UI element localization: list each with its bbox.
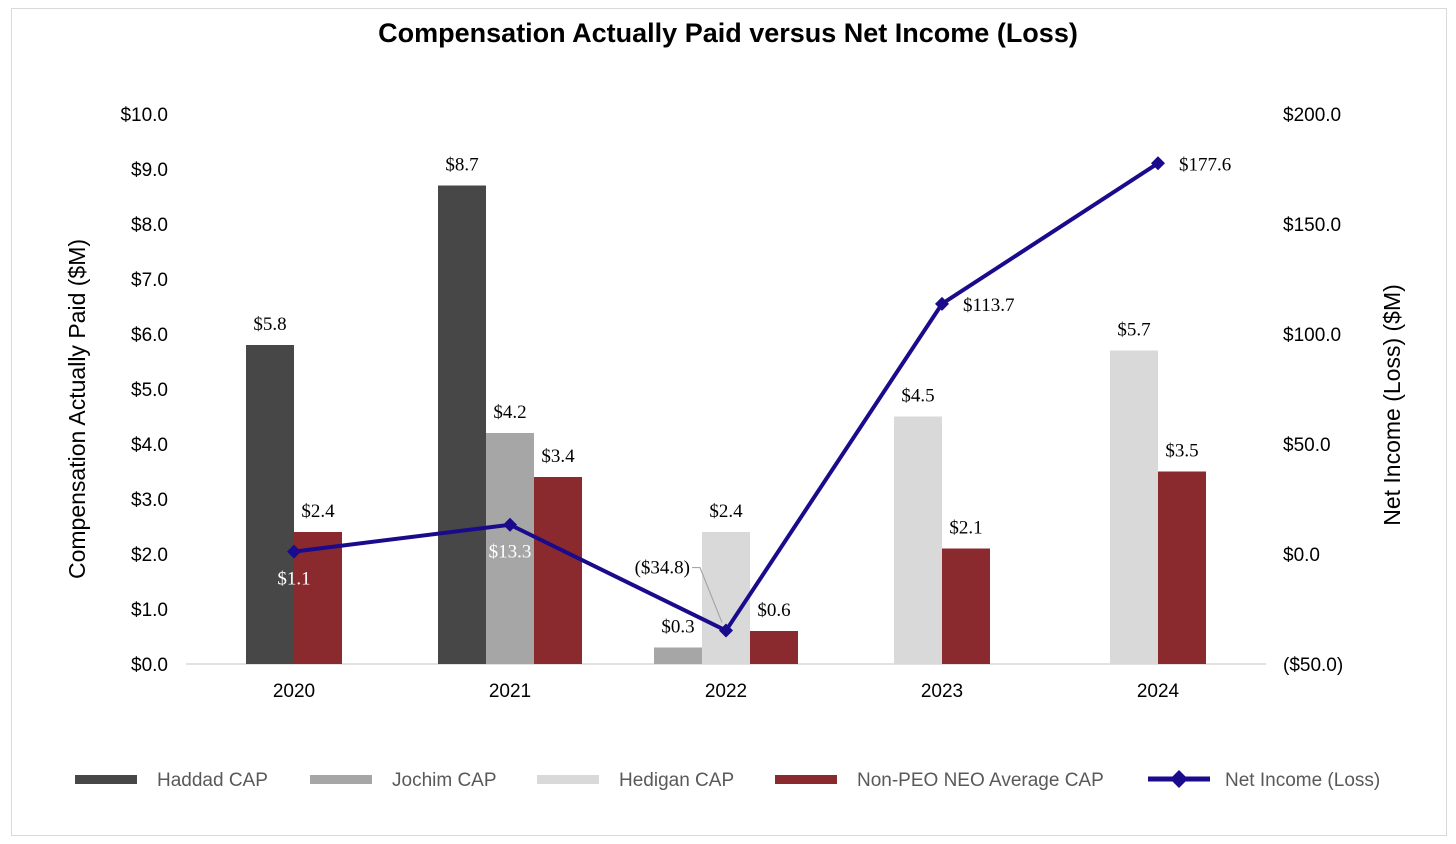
bar-value-label: $4.5 bbox=[901, 386, 934, 407]
legend-swatch-haddad-cap bbox=[75, 775, 137, 784]
y-tick-label: $9.0 bbox=[131, 160, 168, 181]
line-value-label: $13.3 bbox=[489, 542, 532, 563]
y-tick-label: $6.0 bbox=[131, 325, 168, 346]
bar-value-label: $2.4 bbox=[709, 501, 743, 522]
bar-non-peo-neo-average-cap-2020 bbox=[294, 532, 342, 664]
x-tick-label: 2021 bbox=[489, 681, 531, 702]
bar-value-label: $5.8 bbox=[253, 314, 286, 335]
data-labels: $5.8 $2.4 $8.7 $4.2 $3.4 $0.3 $2.4 $0.6 $4.5 $2.1… bbox=[253, 154, 1231, 637]
bar-hedigan-cap-2024 bbox=[1110, 350, 1158, 664]
net-income-marker-2024 bbox=[1151, 156, 1165, 171]
bar-haddad-cap-2021 bbox=[438, 185, 486, 664]
net-income-marker-2022 bbox=[719, 623, 733, 638]
bar-jochim-cap-2021 bbox=[486, 433, 534, 664]
bar-non-peo-neo-average-cap-2024 bbox=[1158, 471, 1206, 664]
y-tick-label: $2.0 bbox=[131, 545, 168, 566]
bar-value-label: $8.7 bbox=[445, 155, 478, 176]
legend-label: Haddad CAP bbox=[157, 770, 268, 791]
line-value-label: $177.6 bbox=[1179, 154, 1231, 175]
y2-axis-title: Net Income (Loss) ($M) bbox=[1379, 284, 1405, 526]
bar-jochim-cap-2022 bbox=[654, 647, 702, 664]
y2-tick-label: $100.0 bbox=[1283, 325, 1341, 346]
legend-label: Non-PEO NEO Average CAP bbox=[857, 770, 1104, 791]
chart-title: Compensation Actually Paid versus Net In… bbox=[378, 18, 1078, 48]
y2-tick-label: ($50.0) bbox=[1283, 655, 1343, 676]
legend-swatch-hedigan-cap bbox=[537, 775, 599, 784]
x-tick-label: 2024 bbox=[1137, 681, 1180, 702]
y2-tick-label: $0.0 bbox=[1283, 545, 1320, 566]
legend-swatch-net-income-marker bbox=[1170, 770, 1188, 788]
net-income-marker-2020 bbox=[287, 544, 301, 559]
y2-tick-label: $150.0 bbox=[1283, 215, 1341, 236]
bar-non-peo-neo-average-cap-2023 bbox=[942, 548, 990, 664]
x-axis-ticks: 2020 2021 2022 2023 2024 bbox=[273, 681, 1180, 702]
y2-tick-label: $50.0 bbox=[1283, 435, 1331, 456]
bar-value-label: $2.4 bbox=[301, 501, 335, 522]
bar-non-peo-neo-average-cap-2021 bbox=[534, 477, 582, 664]
y-tick-label: $0.0 bbox=[131, 655, 168, 676]
legend-label: Hedigan CAP bbox=[619, 770, 734, 791]
bar-haddad-cap-2020 bbox=[246, 345, 294, 664]
bar-value-label: $2.1 bbox=[949, 518, 982, 539]
y-axis-ticks: $0.0 $1.0 $2.0 $3.0 $4.0 $5.0 $6.0 $7.0 $8.0 $9.0… bbox=[120, 105, 168, 676]
bar-non-peo-neo-average-cap-2022 bbox=[750, 631, 798, 664]
y-tick-label: $7.0 bbox=[131, 270, 168, 291]
y-axis-title: Compensation Actually Paid ($M) bbox=[64, 239, 90, 579]
y-tick-label: $8.0 bbox=[131, 215, 168, 236]
line-value-label: ($34.8) bbox=[635, 558, 690, 579]
y-tick-label: $5.0 bbox=[131, 380, 168, 401]
y2-tick-label: $200.0 bbox=[1283, 105, 1341, 126]
label-leader-line bbox=[692, 566, 723, 623]
net-income-marker-2023 bbox=[935, 296, 949, 311]
line-value-label: $113.7 bbox=[963, 295, 1015, 316]
x-tick-label: 2023 bbox=[921, 681, 963, 702]
net-income-marker-2021 bbox=[503, 517, 517, 532]
legend-label: Jochim CAP bbox=[392, 770, 497, 791]
x-tick-label: 2020 bbox=[273, 681, 315, 702]
bar-group bbox=[246, 185, 1206, 664]
bar-hedigan-cap-2022 bbox=[702, 532, 750, 664]
bar-value-label: $0.3 bbox=[661, 617, 694, 638]
x-tick-label: 2022 bbox=[705, 681, 747, 702]
y-tick-label: $1.0 bbox=[131, 600, 168, 621]
bar-value-label: $3.4 bbox=[541, 446, 575, 467]
y-tick-label: $10.0 bbox=[120, 105, 168, 126]
bar-value-label: $3.5 bbox=[1165, 441, 1198, 462]
legend: Haddad CAP Jochim CAP Hedigan CAP Non-PEO N… bbox=[75, 770, 1380, 791]
legend-swatch-jochim-cap bbox=[310, 775, 372, 784]
bar-value-label: $0.6 bbox=[757, 600, 790, 621]
legend-label: Net Income (Loss) bbox=[1225, 770, 1380, 791]
y2-axis-ticks: ($50.0) $0.0 $50.0 $100.0 $150.0 $200.0 bbox=[1283, 105, 1343, 676]
line-value-label: $1.1 bbox=[277, 569, 310, 590]
legend-swatch-non-peo-neo-average-cap bbox=[775, 775, 837, 784]
bar-value-label: $5.7 bbox=[1117, 320, 1150, 341]
y-tick-label: $4.0 bbox=[131, 435, 168, 456]
bar-hedigan-cap-2023 bbox=[894, 416, 942, 664]
y-tick-label: $3.0 bbox=[131, 490, 168, 511]
net-income-line-group bbox=[287, 156, 1165, 638]
bar-value-label: $4.2 bbox=[493, 402, 526, 423]
